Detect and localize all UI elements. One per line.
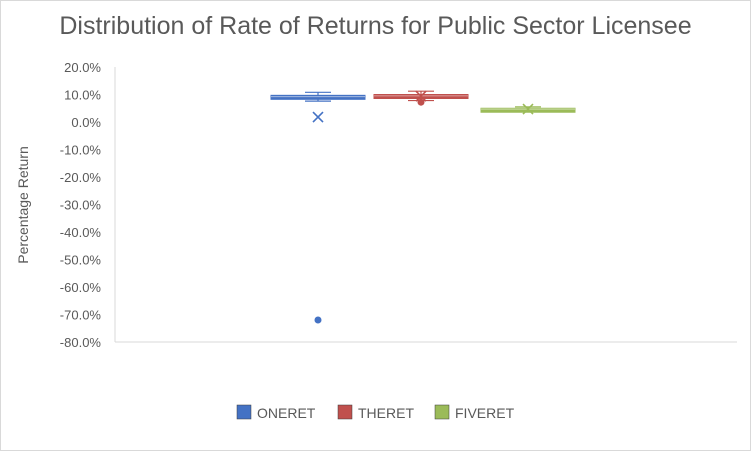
- chart-title: Distribution of Rate of Returns for Publ…: [59, 12, 692, 40]
- mean-marker: [312, 111, 324, 123]
- legend-swatch: [337, 404, 353, 420]
- box-rect: [270, 94, 366, 100]
- y-tick-label: -10.0%: [60, 143, 102, 158]
- mean-marker: [522, 103, 534, 115]
- box-series-group: [270, 90, 576, 324]
- y-tick-label: -60.0%: [60, 280, 102, 295]
- legend-swatch: [434, 404, 450, 420]
- y-tick-labels: 20.0% 10.0% 0.0% -10.0% -20.0% -30.0% -40.0% -5…: [60, 60, 102, 350]
- y-axis-label: Percentage Return: [15, 146, 31, 264]
- axes: [114, 67, 737, 343]
- y-tick-label: 0.0%: [71, 115, 101, 130]
- box-fiveret: [480, 103, 576, 115]
- legend-swatch: [236, 404, 252, 420]
- legend-label: THERET: [358, 405, 414, 421]
- y-tick-label: 10.0%: [64, 88, 101, 103]
- y-tick-label: 20.0%: [64, 60, 101, 75]
- y-tick-label: -80.0%: [60, 335, 102, 350]
- box-oneret: [270, 91, 366, 324]
- legend-label: ONERET: [257, 405, 316, 421]
- legend: ONERET THERET FIVERET: [236, 404, 515, 421]
- y-tick-label: -70.0%: [60, 308, 102, 323]
- legend-item-oneret: ONERET: [236, 404, 316, 421]
- y-tick-label: -50.0%: [60, 253, 102, 268]
- mean-marker: [415, 90, 427, 102]
- box-theret: [373, 90, 469, 106]
- outlier-point: [417, 98, 425, 106]
- y-tick-label: -30.0%: [60, 198, 102, 213]
- outlier-point: [314, 316, 322, 324]
- y-tick-label: -20.0%: [60, 170, 102, 185]
- legend-label: FIVERET: [455, 405, 515, 421]
- y-tick-label: -40.0%: [60, 225, 102, 240]
- legend-item-theret: THERET: [337, 404, 414, 421]
- legend-item-fiveret: FIVERET: [434, 404, 515, 421]
